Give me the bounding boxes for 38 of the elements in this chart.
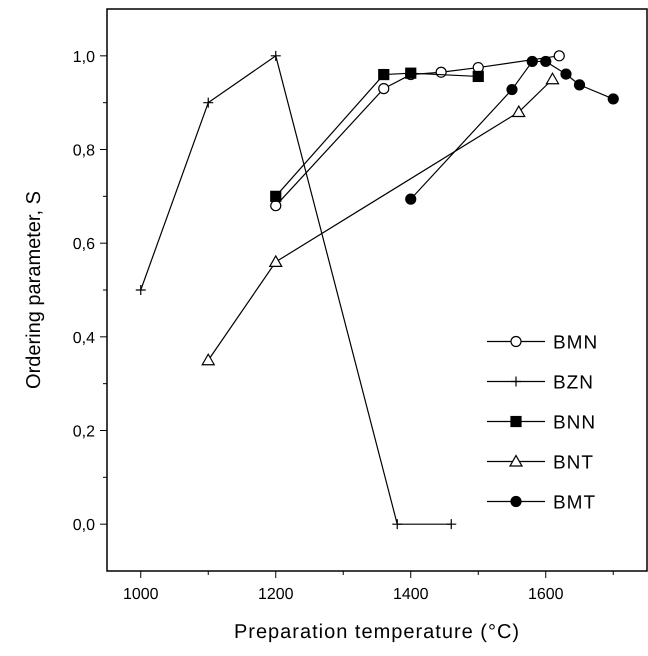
y-tick-label: 1,0: [72, 48, 96, 66]
x-axis-title: Preparation temperature (°C): [234, 621, 520, 643]
point: [540, 56, 552, 68]
point: [574, 79, 586, 90]
legend-label: BMT: [553, 492, 596, 514]
point: [202, 97, 214, 108]
legend-label: BNN: [553, 412, 596, 434]
point: [512, 105, 526, 118]
point: [526, 56, 538, 68]
point: [554, 50, 565, 62]
point: [202, 354, 215, 366]
point: [378, 68, 390, 80]
point: [608, 93, 619, 105]
point: [270, 190, 282, 202]
legend-label: BMN: [553, 332, 598, 354]
x-tick-label: 1000: [122, 586, 159, 603]
point: [378, 83, 390, 94]
point: [269, 255, 282, 267]
y-tick-label: 0,4: [72, 330, 96, 347]
legend-label: BNT: [553, 452, 594, 474]
point: [135, 284, 146, 296]
x-tick-label: 1400: [392, 586, 429, 603]
point: [472, 70, 484, 82]
y-tick-label: 0,6: [72, 236, 96, 254]
legend-label: BZN: [553, 372, 594, 394]
y-tick-label: 0,2: [72, 424, 96, 440]
y-axis-title: Ordering parameter, S: [23, 191, 45, 389]
point: [446, 518, 457, 530]
point: [405, 194, 416, 205]
point: [270, 50, 282, 62]
point: [546, 72, 560, 84]
x-tick-label: 1600: [528, 586, 564, 603]
y-tick-label: 0,8: [72, 142, 96, 160]
y-tick-label: 0,0: [72, 517, 96, 534]
point: [506, 84, 518, 96]
point: [560, 68, 572, 80]
x-tick-label: 1200: [258, 586, 294, 603]
point: [392, 518, 403, 530]
